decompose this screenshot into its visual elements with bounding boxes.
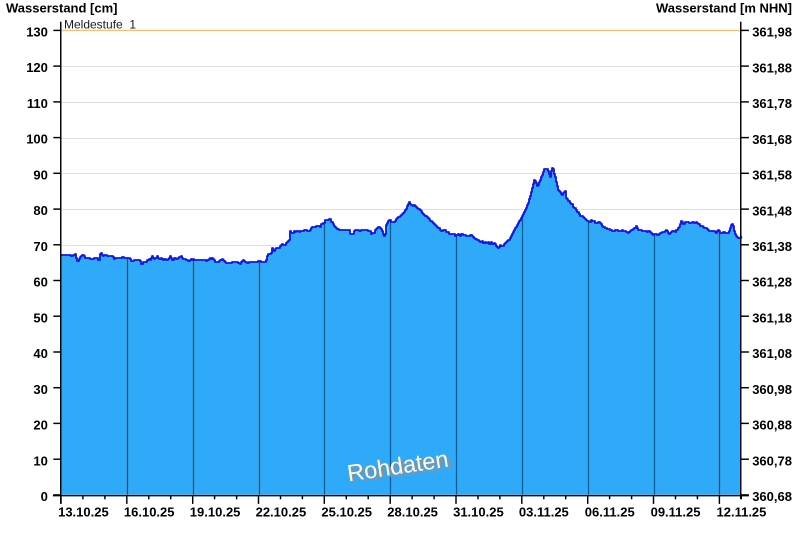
svg-text:361,48: 361,48 xyxy=(752,203,792,218)
svg-text:360,68: 360,68 xyxy=(752,489,792,504)
svg-text:361,08: 361,08 xyxy=(752,346,792,361)
svg-text:19.10.25: 19.10.25 xyxy=(190,505,241,520)
svg-text:0: 0 xyxy=(41,489,48,504)
svg-text:361,98: 361,98 xyxy=(752,25,792,40)
svg-text:130: 130 xyxy=(26,25,48,40)
svg-text:360,98: 360,98 xyxy=(752,382,792,397)
svg-text:361,78: 361,78 xyxy=(752,96,792,111)
svg-text:09.11.25: 09.11.25 xyxy=(651,505,701,520)
svg-text:10: 10 xyxy=(33,453,47,468)
svg-text:90: 90 xyxy=(33,167,47,182)
svg-text:70: 70 xyxy=(33,239,47,254)
svg-text:110: 110 xyxy=(27,96,48,111)
svg-text:16.10.25: 16.10.25 xyxy=(124,505,175,520)
svg-text:360,78: 360,78 xyxy=(752,453,792,468)
svg-text:25.10.25: 25.10.25 xyxy=(321,505,372,520)
svg-text:13.10.25: 13.10.25 xyxy=(58,505,109,520)
svg-text:361,38: 361,38 xyxy=(752,239,792,254)
svg-text:40: 40 xyxy=(33,346,47,361)
svg-text:Meldestufe 1: Meldestufe 1 xyxy=(64,18,136,32)
svg-text:50: 50 xyxy=(33,310,47,325)
svg-text:12.11.25: 12.11.25 xyxy=(717,505,767,520)
svg-text:361,68: 361,68 xyxy=(752,132,792,147)
svg-text:20: 20 xyxy=(33,418,47,433)
svg-text:28.10.25: 28.10.25 xyxy=(387,505,438,520)
svg-text:06.11.25: 06.11.25 xyxy=(585,505,635,520)
svg-text:Wasserstand [cm]: Wasserstand [cm] xyxy=(6,1,118,16)
svg-text:120: 120 xyxy=(26,60,48,75)
svg-text:361,18: 361,18 xyxy=(752,310,792,325)
svg-text:361,58: 361,58 xyxy=(752,168,792,183)
svg-text:361,28: 361,28 xyxy=(752,275,792,290)
svg-text:100: 100 xyxy=(26,132,48,147)
svg-text:22.10.25: 22.10.25 xyxy=(256,505,307,520)
svg-text:360,88: 360,88 xyxy=(752,418,792,433)
svg-text:60: 60 xyxy=(33,275,47,290)
svg-text:80: 80 xyxy=(33,203,47,218)
svg-text:31.10.25: 31.10.25 xyxy=(453,505,504,520)
svg-text:03.11.25: 03.11.25 xyxy=(519,505,569,520)
svg-text:Wasserstand [m NHN]: Wasserstand [m NHN] xyxy=(656,1,792,16)
svg-text:361,88: 361,88 xyxy=(752,60,792,75)
svg-text:30: 30 xyxy=(33,382,47,397)
